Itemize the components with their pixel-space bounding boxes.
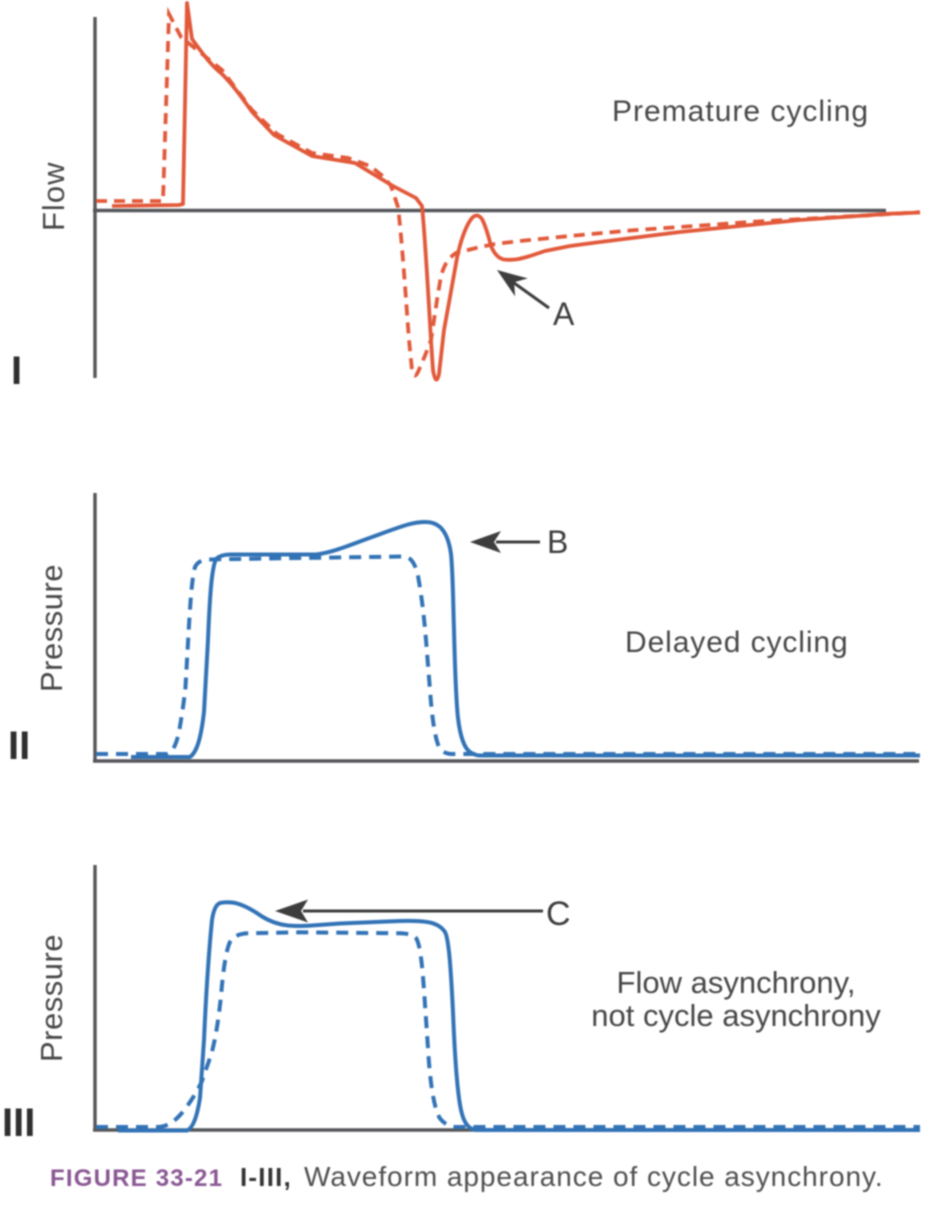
svg-text:I-III,: I-III,	[240, 1162, 292, 1192]
svg-text:B: B	[547, 524, 568, 560]
svg-text:III: III	[2, 1101, 35, 1145]
svg-text:Pressure: Pressure	[34, 934, 69, 1062]
svg-text:C: C	[546, 895, 571, 933]
svg-text:Flow asynchrony,: Flow asynchrony,	[617, 965, 856, 1000]
svg-text:FIGURE 33-21: FIGURE 33-21	[50, 1165, 223, 1192]
svg-text:Flow: Flow	[36, 162, 71, 231]
svg-text:A: A	[553, 296, 575, 332]
svg-text:II: II	[8, 724, 30, 768]
svg-text:Delayed cycling: Delayed cycling	[625, 626, 849, 659]
svg-text:Premature cycling: Premature cycling	[612, 95, 869, 128]
svg-text:Waveform appearance of cycle a: Waveform appearance of cycle asynchrony.	[304, 1161, 884, 1192]
svg-text:not cycle asynchrony: not cycle asynchrony	[591, 998, 881, 1033]
svg-text:I: I	[11, 349, 22, 393]
svg-text:Pressure: Pressure	[34, 564, 69, 692]
